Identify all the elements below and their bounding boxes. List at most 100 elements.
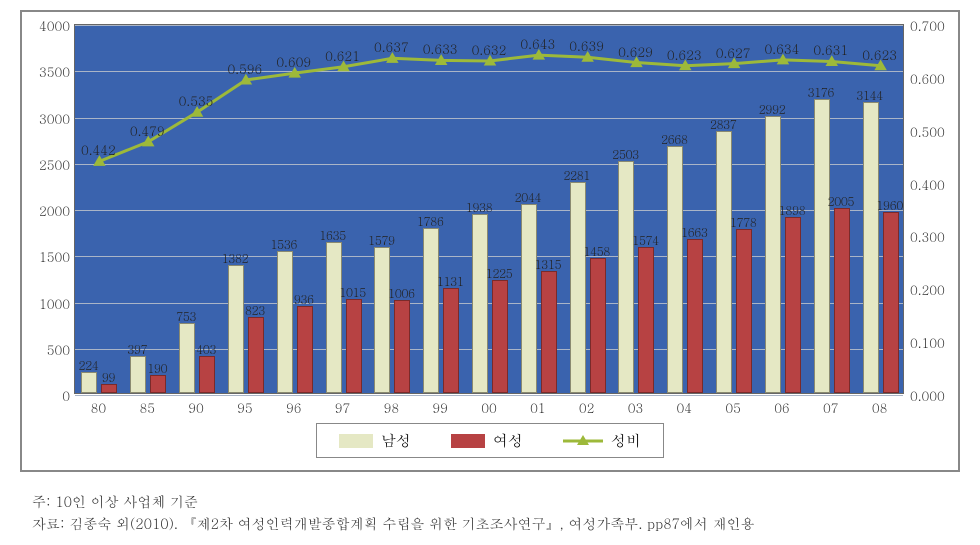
data-label-female: 403	[184, 341, 228, 358]
data-label-female: 1006	[379, 285, 423, 302]
data-label-ratio: 0.596	[227, 59, 262, 78]
data-label-ratio: 0.623	[862, 45, 897, 64]
grid-line	[75, 395, 903, 396]
data-label-ratio: 0.633	[423, 39, 458, 58]
data-label-ratio: 0.634	[765, 39, 800, 58]
data-label-ratio: 0.623	[667, 45, 702, 64]
data-label-male: 2837	[701, 116, 745, 133]
xtick: 02	[567, 398, 607, 417]
xtick: 97	[323, 398, 363, 417]
data-label-male: 1786	[408, 213, 452, 230]
ytick-left: 0	[24, 386, 70, 405]
data-label-male: 397	[115, 341, 159, 358]
legend-label-male: 남성	[381, 430, 411, 451]
xtick: 95	[225, 398, 265, 417]
data-label-male: 3144	[848, 87, 892, 104]
source-label: 자료:	[32, 513, 65, 533]
xtick: 07	[811, 398, 851, 417]
page-root: 남성 여성 성비 05 00 1000 1500 2000 2500 3000 3500 400…	[0, 0, 980, 545]
data-label-ratio: 0.629	[618, 42, 653, 61]
xtick: 03	[615, 398, 655, 417]
data-label-male: 2503	[603, 146, 647, 163]
data-label-male: 1938	[457, 199, 501, 216]
xtick: 96	[274, 398, 314, 417]
data-label-female: 1015	[331, 284, 375, 301]
ytick-left: 4000	[24, 16, 70, 35]
ytick-right: 0.100	[910, 333, 958, 352]
data-label-male: 2281	[555, 167, 599, 184]
data-label-female: 823	[233, 302, 277, 319]
data-label-ratio: 0.627	[716, 43, 751, 62]
data-label-female: 1663	[672, 224, 716, 241]
legend-swatch-male	[339, 434, 373, 448]
data-label-female: 1458	[575, 243, 619, 260]
ytick-left: 2000	[24, 201, 70, 220]
xtick: 00	[469, 398, 509, 417]
xtick: 04	[664, 398, 704, 417]
data-label-ratio: 0.479	[130, 121, 165, 140]
source-text: 김종숙 외(2010). 『제2차 여성인력개발종합계획 수립을 위한 기초조사…	[69, 513, 754, 533]
data-label-male: 753	[164, 308, 208, 325]
data-label-ratio: 0.609	[276, 52, 311, 71]
legend-label-ratio: 성비	[611, 430, 641, 451]
data-label-female: 1574	[623, 232, 667, 249]
ytick-right: 0.400	[910, 175, 958, 194]
data-label-ratio: 0.442	[81, 140, 116, 159]
legend-label-female: 여성	[493, 430, 523, 451]
xtick: 98	[371, 398, 411, 417]
data-label-female: 1315	[526, 256, 570, 273]
xtick: 99	[420, 398, 460, 417]
ytick-left: 2500	[24, 155, 70, 174]
xtick: 85	[127, 398, 167, 417]
data-label-male: 1635	[311, 227, 355, 244]
data-label-female: 2005	[819, 193, 863, 210]
xtick: 05	[713, 398, 753, 417]
data-label-female: 1225	[477, 265, 521, 282]
data-label-male: 2992	[750, 101, 794, 118]
chart-frame: 남성 여성 성비 05 00 1000 1500 2000 2500 3000 3500 400…	[20, 10, 960, 472]
data-label-female: 1131	[428, 273, 472, 290]
data-label-male: 1382	[213, 250, 257, 267]
ytick-left: 1500	[24, 247, 70, 266]
legend-item-male: 남성	[339, 430, 411, 451]
data-label-female: 99	[86, 369, 130, 386]
data-label-female: 1778	[721, 214, 765, 231]
xtick: 06	[762, 398, 802, 417]
data-label-male: 1536	[262, 236, 306, 253]
data-label-ratio: 0.643	[520, 34, 555, 53]
data-label-male: 2668	[652, 131, 696, 148]
data-label-female: 936	[282, 291, 326, 308]
data-label-ratio: 0.621	[325, 46, 360, 65]
note-text: 10인 이상 사업체 기준	[55, 491, 198, 511]
ytick-right: 0.200	[910, 280, 958, 299]
data-label-female: 190	[135, 360, 179, 377]
ytick-left: 3000	[24, 109, 70, 128]
ytick-right: 0.300	[910, 227, 958, 246]
xtick: 80	[78, 398, 118, 417]
legend-item-female: 여성	[451, 430, 523, 451]
data-label-ratio: 0.535	[179, 91, 214, 110]
ytick-right: 0.700	[910, 16, 958, 35]
legend-item-ratio: 성비	[563, 430, 641, 451]
data-label-ratio: 0.639	[569, 36, 604, 55]
ytick-left: 1000	[24, 294, 70, 313]
data-label-female: 1898	[770, 202, 814, 219]
footnote-note: 주: 10인 이상 사업체 기준	[32, 490, 755, 512]
xtick: 08	[860, 398, 900, 417]
footnote-source: 자료: 김종숙 외(2010). 『제2차 여성인력개발종합계획 수립을 위한 …	[32, 512, 755, 534]
footnotes: 주: 10인 이상 사업체 기준 자료: 김종숙 외(2010). 『제2차 여…	[32, 490, 755, 535]
legend: 남성 여성 성비	[316, 423, 664, 458]
data-label-ratio: 0.637	[374, 37, 409, 56]
ytick-right: 0.000	[910, 386, 958, 405]
legend-swatch-female	[451, 434, 485, 448]
data-label-male: 2044	[506, 189, 550, 206]
legend-line-icon	[563, 433, 603, 449]
data-label-male: 1579	[359, 232, 403, 249]
data-label-female: 1960	[868, 197, 912, 214]
xtick: 90	[176, 398, 216, 417]
data-label-male: 3176	[799, 84, 843, 101]
ytick-left: 3500	[24, 62, 70, 81]
data-label-ratio: 0.631	[813, 40, 848, 59]
ytick-right: 0.500	[910, 122, 958, 141]
note-label: 주:	[32, 491, 51, 511]
